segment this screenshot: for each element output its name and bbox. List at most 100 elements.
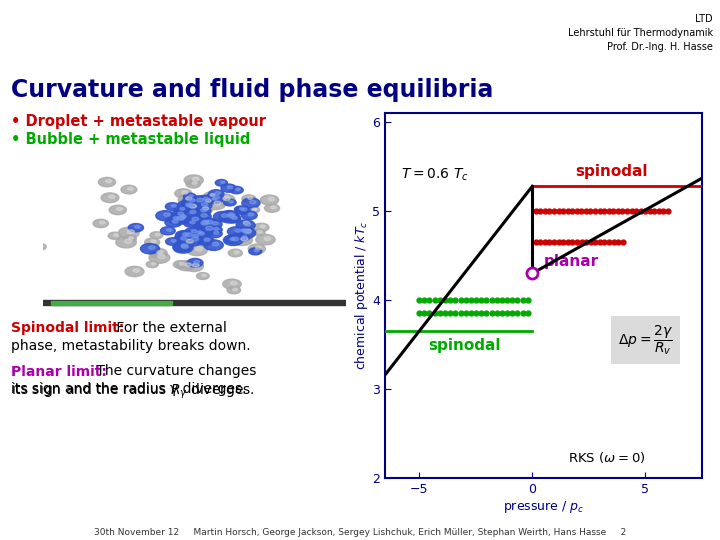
Text: For the external: For the external [112,321,227,335]
Circle shape [117,207,122,211]
Circle shape [123,235,136,242]
Circle shape [179,217,184,220]
Circle shape [190,221,195,224]
Circle shape [184,215,203,225]
Circle shape [166,238,179,245]
Circle shape [222,279,241,289]
Text: its sign and the radius $R_\gamma$ diverges.: its sign and the radius $R_\gamma$ diver… [11,382,255,401]
Circle shape [184,193,196,200]
Circle shape [258,231,262,233]
Circle shape [176,213,189,220]
Circle shape [235,227,256,239]
Circle shape [234,251,239,254]
Circle shape [171,210,187,219]
Circle shape [167,228,172,231]
Circle shape [189,196,208,206]
Circle shape [183,208,199,217]
Circle shape [194,212,211,221]
Circle shape [186,180,201,188]
Circle shape [199,232,204,235]
Circle shape [241,229,246,231]
Text: its sign and the radius γ diverges.: its sign and the radius γ diverges. [11,382,246,396]
Circle shape [181,202,201,213]
Circle shape [165,218,182,227]
Circle shape [183,233,189,236]
Circle shape [256,234,275,245]
Circle shape [149,252,170,264]
Circle shape [202,274,207,276]
Circle shape [197,198,204,202]
Circle shape [189,195,193,197]
Circle shape [268,197,274,201]
Circle shape [208,190,224,198]
Circle shape [228,186,233,189]
Circle shape [213,212,232,221]
Circle shape [228,214,235,218]
Circle shape [129,237,133,239]
Circle shape [195,205,212,214]
Circle shape [180,207,185,210]
Circle shape [244,222,251,226]
Circle shape [185,263,192,266]
Circle shape [198,197,215,206]
Circle shape [256,246,261,249]
Circle shape [205,193,224,204]
Circle shape [181,244,187,247]
Text: RKS ($\omega = 0$): RKS ($\omega = 0$) [568,450,645,464]
Circle shape [116,237,136,248]
Circle shape [206,220,213,224]
Circle shape [215,179,228,186]
Circle shape [182,234,203,246]
Circle shape [221,214,228,217]
Circle shape [171,240,176,242]
Circle shape [221,184,236,192]
Circle shape [156,211,174,221]
Circle shape [241,237,248,241]
Circle shape [243,236,247,238]
Circle shape [225,237,238,244]
Text: $T = 0.6\ T_c$: $T = 0.6\ T_c$ [401,167,469,183]
Circle shape [39,245,43,247]
Circle shape [106,179,112,183]
Circle shape [271,206,276,209]
Circle shape [101,193,119,202]
Circle shape [163,213,170,217]
Circle shape [240,207,244,210]
Circle shape [146,261,158,268]
Circle shape [212,222,218,225]
Circle shape [114,234,118,237]
Circle shape [189,204,197,208]
Circle shape [109,195,115,199]
Text: Planar limit:: Planar limit: [11,364,107,379]
Circle shape [182,197,199,206]
Circle shape [201,214,207,217]
Circle shape [253,208,257,210]
Circle shape [235,206,247,213]
Text: spinodal: spinodal [428,339,500,353]
Circle shape [242,230,246,232]
Circle shape [175,189,192,198]
Circle shape [248,197,253,199]
Circle shape [128,224,143,232]
Circle shape [151,262,156,265]
Circle shape [229,201,233,203]
Text: • Droplet + metastable vapour: • Droplet + metastable vapour [11,114,266,130]
Circle shape [243,221,249,225]
Circle shape [179,262,184,265]
Circle shape [157,251,163,254]
Text: The curvature changes: The curvature changes [92,364,256,379]
Circle shape [186,197,192,200]
Circle shape [192,237,199,241]
Circle shape [233,234,253,246]
Circle shape [156,233,160,236]
Circle shape [192,264,199,267]
Circle shape [212,198,217,200]
Text: LTD
Lehrstuhl für Thermodynamik
Prof. Dr.-Ing. H. Hasse: LTD Lehrstuhl für Thermodynamik Prof. Dr… [567,14,713,51]
Circle shape [236,227,256,238]
Circle shape [174,241,192,252]
Circle shape [197,236,214,245]
Y-axis label: chemical potential / $kT_c$: chemical potential / $kT_c$ [353,221,369,370]
Circle shape [241,211,257,220]
Circle shape [215,192,220,194]
Circle shape [219,212,240,223]
